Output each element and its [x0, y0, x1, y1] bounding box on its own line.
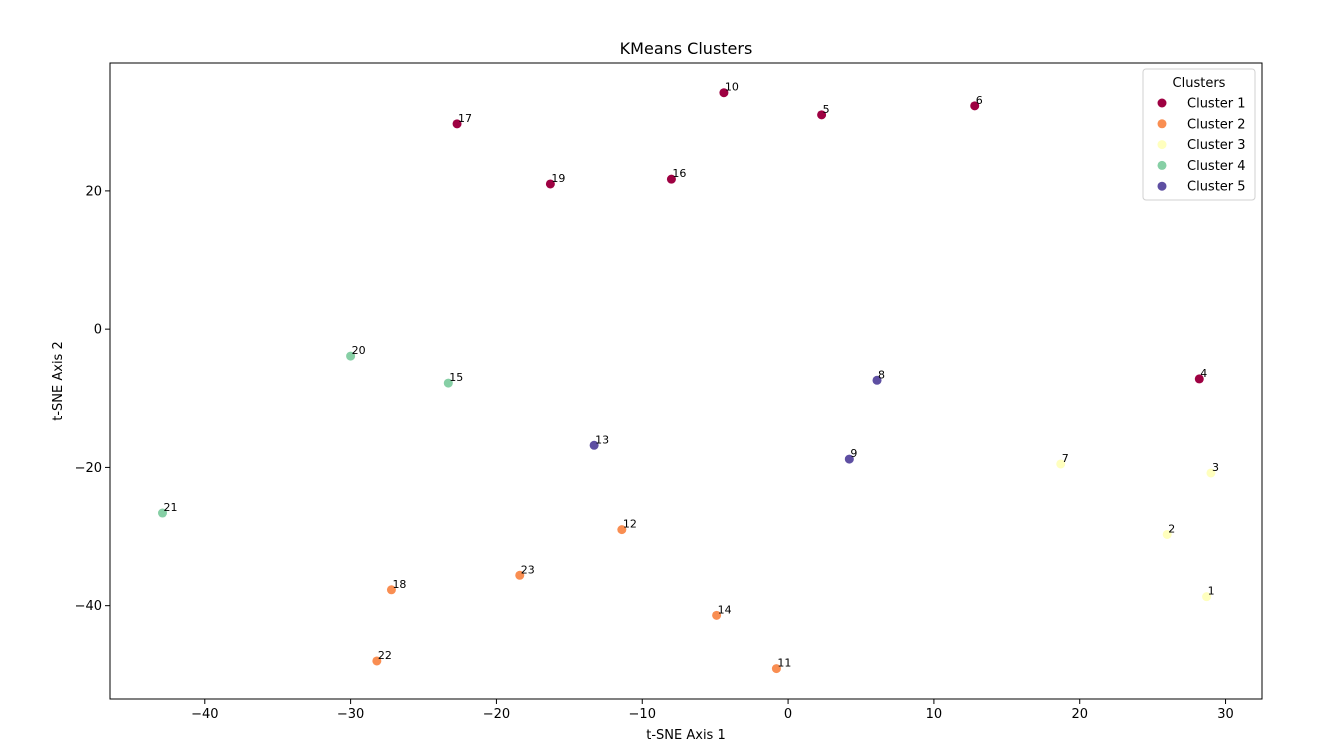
point-label: 23 — [521, 563, 535, 576]
data-point-cluster-1 — [452, 119, 462, 129]
data-point-cluster-3 — [1202, 592, 1212, 602]
point-label: 1 — [1208, 585, 1215, 598]
data-point-cluster-1 — [719, 88, 729, 98]
legend: Clusters Cluster 1 Cluster 2 Cluster 3 Clus… — [1142, 68, 1256, 201]
axis-ticks: −40 −30 −20 −10 0 10 20 30 −40 −20 0 20 — [75, 184, 1234, 722]
data-point-cluster-5 — [844, 454, 854, 464]
point-label: 7 — [1062, 452, 1069, 465]
point-label: 9 — [850, 447, 857, 460]
data-point-cluster-4 — [443, 378, 453, 388]
chart-title: KMeans Clusters — [620, 39, 753, 58]
point-label: 16 — [672, 167, 686, 180]
legend-entry-label: Cluster 4 — [1187, 159, 1246, 174]
point-label: 3 — [1212, 461, 1219, 474]
data-point-cluster-4 — [157, 508, 167, 518]
data-point-cluster-1 — [817, 110, 827, 120]
legend-box — [1142, 68, 1256, 201]
x-tick-label: 20 — [1071, 707, 1088, 722]
point-label: 12 — [623, 518, 637, 531]
point-label: 11 — [777, 657, 791, 670]
x-tick-label: 0 — [784, 707, 792, 722]
legend-entry-label: Cluster 5 — [1187, 180, 1246, 195]
data-point-cluster-3 — [1206, 468, 1216, 478]
data-point-cluster-4 — [346, 351, 356, 361]
x-tick-label: 30 — [1217, 707, 1234, 722]
legend-marker — [1157, 181, 1167, 191]
x-tick-label: −40 — [191, 707, 218, 722]
legend-title: Clusters — [1173, 76, 1226, 91]
data-point-cluster-2 — [515, 570, 525, 580]
data-point-cluster-1 — [666, 174, 676, 184]
legend-entry-label: Cluster 2 — [1187, 117, 1246, 132]
legend-marker — [1157, 119, 1167, 129]
legend-marker — [1157, 160, 1167, 170]
point-label: 15 — [449, 371, 463, 384]
data-point-cluster-1 — [970, 101, 980, 111]
y-tick-label: −20 — [75, 461, 102, 476]
legend-marker — [1157, 140, 1167, 150]
point-label: 18 — [392, 578, 406, 591]
point-label: 13 — [595, 433, 609, 446]
y-axis-label: t-SNE Axis 2 — [51, 341, 66, 421]
point-label: 21 — [163, 501, 177, 514]
data-point-cluster-5 — [872, 375, 882, 385]
x-tick-label: −30 — [337, 707, 364, 722]
legend-entry-label: Cluster 3 — [1187, 138, 1246, 153]
data-point-cluster-3 — [1162, 529, 1172, 539]
point-label: 5 — [823, 103, 830, 116]
legend-marker — [1157, 98, 1167, 108]
data-point-cluster-5 — [589, 440, 599, 450]
data-point-cluster-2 — [617, 525, 627, 535]
x-axis-label: t-SNE Axis 1 — [646, 728, 726, 743]
point-label: 6 — [976, 94, 983, 107]
point-label: 19 — [551, 172, 565, 185]
plot-area-frame — [109, 62, 1263, 700]
data-point-cluster-2 — [771, 664, 781, 674]
data-point-cluster-1 — [545, 179, 555, 189]
x-tick-label: 10 — [926, 707, 943, 722]
legend-entry-label: Cluster 1 — [1187, 97, 1246, 112]
y-tick-label: −40 — [75, 599, 102, 614]
point-label: 14 — [718, 603, 732, 616]
point-label: 17 — [458, 112, 472, 125]
y-tick-label: 0 — [94, 323, 102, 338]
data-point-cluster-1 — [1194, 374, 1204, 384]
data-point-cluster-2 — [372, 656, 382, 666]
point-label: 2 — [1168, 522, 1175, 535]
point-label: 10 — [725, 81, 739, 94]
data-point-cluster-2 — [386, 585, 396, 595]
x-tick-label: −20 — [483, 707, 510, 722]
data-points — [157, 88, 1216, 674]
x-tick-label: −10 — [629, 707, 656, 722]
point-label: 8 — [878, 368, 885, 381]
point-label: 4 — [1200, 367, 1207, 380]
data-point-cluster-3 — [1056, 459, 1066, 469]
y-tick-label: 20 — [85, 184, 102, 199]
point-label: 22 — [378, 649, 392, 662]
point-label: 20 — [352, 344, 366, 357]
data-point-cluster-2 — [712, 610, 722, 620]
